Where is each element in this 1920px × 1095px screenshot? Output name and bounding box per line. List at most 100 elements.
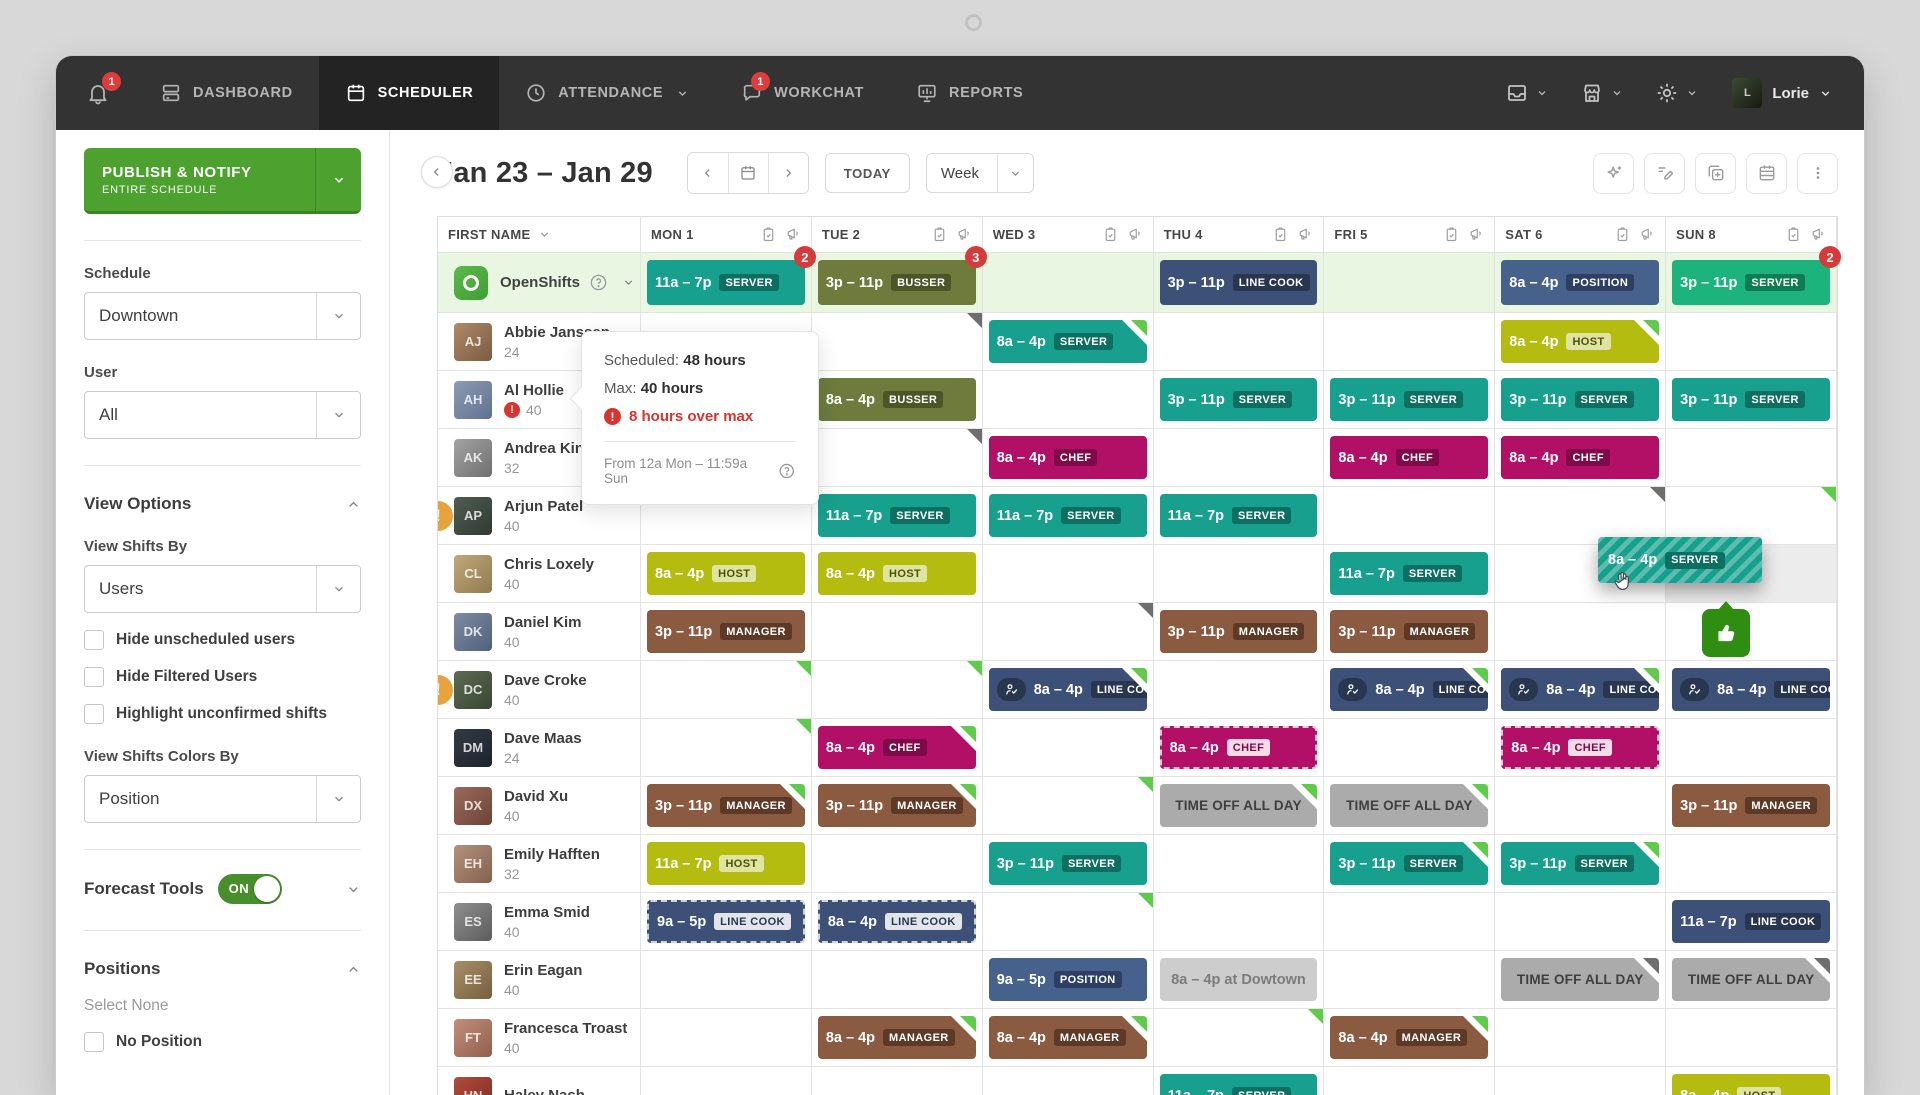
- highlight-unconfirmed-checkbox[interactable]: Highlight unconfirmed shifts: [84, 704, 361, 724]
- day-cell[interactable]: 11a – 7p SERVER 2: [641, 246, 816, 313]
- day-cell[interactable]: [1495, 893, 1667, 951]
- day-cell[interactable]: 8a – 4p LINE COOK: [811, 893, 983, 951]
- timeoff-block[interactable]: TIME OFF ALL DAY: [1159, 784, 1318, 827]
- employee-name-cell[interactable]: HN Haley Nash: [438, 1067, 641, 1095]
- timeoff-block[interactable]: TIME OFF ALL DAY: [1501, 958, 1660, 1001]
- help-icon[interactable]: [589, 273, 608, 292]
- shift-block[interactable]: 8a – 4p BUSSER: [817, 378, 976, 421]
- day-cell[interactable]: [982, 253, 1154, 313]
- day-cell[interactable]: 8a – 4p BUSSER: [811, 371, 983, 429]
- day-cell[interactable]: 8a – 4p CHEF: [1495, 719, 1667, 777]
- shift-block[interactable]: 3p – 11p LINE COOK: [1159, 260, 1318, 305]
- shift-block[interactable]: 11a – 7p SERVER: [1330, 552, 1489, 595]
- day-cell[interactable]: [811, 313, 983, 371]
- day-cell[interactable]: 11a – 7p SERVER: [1324, 545, 1496, 603]
- edit-shifts-button[interactable]: [1644, 152, 1685, 194]
- shift-block[interactable]: 3p – 11p SERVER: [1672, 260, 1830, 305]
- employee-name-cell[interactable]: DK Daniel Kim 40: [438, 603, 641, 661]
- shift-block[interactable]: 9a – 5p POSITION: [988, 958, 1147, 1001]
- day-cell[interactable]: [641, 1067, 812, 1095]
- day-cell[interactable]: 8a – 4p MANAGER: [811, 1009, 983, 1067]
- day-header[interactable]: TUE 2: [811, 217, 983, 253]
- day-cell[interactable]: 11a – 7p HOST: [641, 835, 812, 893]
- day-cell[interactable]: [982, 371, 1154, 429]
- day-cell[interactable]: 8a – 4p HOST: [811, 545, 983, 603]
- day-cell[interactable]: 8a – 4p POSITION: [1495, 253, 1667, 313]
- clipboard-check-icon[interactable]: [1614, 226, 1631, 243]
- day-cell[interactable]: 3p – 11p SERVER: [1495, 371, 1667, 429]
- employee-name-cell[interactable]: !DC Dave Croke 40: [438, 661, 641, 719]
- shift-block[interactable]: 9a – 5p LINE COOK: [647, 900, 805, 943]
- shift-block[interactable]: 3p – 11p SERVER: [1501, 378, 1660, 421]
- chevron-down-icon[interactable]: [622, 276, 635, 289]
- positions-header[interactable]: Positions: [84, 959, 361, 979]
- day-cell[interactable]: [1324, 1067, 1496, 1095]
- employee-name-cell[interactable]: EE Erin Eagan 40: [438, 951, 641, 1009]
- day-cell[interactable]: 8a – 4p at Dowtown: [1153, 951, 1325, 1009]
- locations-menu[interactable]: [1568, 56, 1635, 130]
- prev-week-button[interactable]: [688, 153, 728, 193]
- day-cell[interactable]: 3p – 11p MANAGER: [641, 603, 812, 661]
- day-cell[interactable]: 11a – 7p LINE COOK: [1666, 893, 1837, 951]
- clipboard-check-icon[interactable]: [1785, 226, 1802, 243]
- shift-block[interactable]: 3p – 11p SERVER: [1501, 842, 1660, 885]
- day-header[interactable]: WED 3: [982, 217, 1154, 253]
- shift-block[interactable]: 11a – 7p HOST: [647, 842, 805, 885]
- day-cell[interactable]: [1666, 719, 1837, 777]
- view-shifts-by-select[interactable]: Users: [84, 565, 361, 613]
- dragged-shift[interactable]: 8a – 4p SERVER: [1598, 537, 1762, 583]
- employee-name-cell[interactable]: ES Emma Smid 40: [438, 893, 641, 951]
- day-cell[interactable]: TIME OFF ALL DAY: [1153, 777, 1325, 835]
- shift-block[interactable]: 8a – 4p HOST: [817, 552, 976, 595]
- megaphone-icon[interactable]: [955, 226, 972, 243]
- hide-unscheduled-checkbox[interactable]: Hide unscheduled users: [84, 630, 361, 650]
- day-cell[interactable]: 8a – 4p CHEF: [811, 719, 983, 777]
- employee-name-cell[interactable]: !AP Arjun Patel 40: [438, 487, 641, 545]
- megaphone-icon[interactable]: [1126, 226, 1143, 243]
- forecast-tools-toggle[interactable]: ON: [217, 874, 282, 904]
- day-cell[interactable]: [641, 1009, 812, 1067]
- clipboard-check-icon[interactable]: [1102, 226, 1119, 243]
- nav-dashboard[interactable]: DASHBOARD: [134, 56, 319, 130]
- help-icon[interactable]: [778, 462, 796, 480]
- day-cell[interactable]: 3p – 11p MANAGER: [641, 777, 812, 835]
- megaphone-icon[interactable]: [1638, 226, 1655, 243]
- day-cell[interactable]: 3p – 11p SERVER: [1153, 371, 1325, 429]
- shift-block[interactable]: 8a – 4p CHEF: [1501, 726, 1660, 769]
- nav-scheduler[interactable]: SCHEDULER: [318, 56, 500, 130]
- day-cell[interactable]: 3p – 11p SERVER: [1666, 371, 1837, 429]
- clipboard-check-icon[interactable]: [1443, 226, 1460, 243]
- shift-block[interactable]: 11a – 7p SERVER: [817, 494, 976, 537]
- day-cell[interactable]: 3p – 11p SERVER: [1324, 835, 1496, 893]
- schedule-select[interactable]: Downtown: [84, 292, 361, 340]
- day-cell[interactable]: 3p – 11p BUSSER 3: [811, 246, 987, 313]
- day-header[interactable]: SUN 8: [1666, 217, 1837, 253]
- shift-block[interactable]: 8a – 4p CHEF: [1501, 436, 1660, 479]
- user-filter-select[interactable]: All: [84, 391, 361, 439]
- sidebar-collapse-button[interactable]: [421, 156, 453, 188]
- shift-block[interactable]: 3p – 11p SERVER: [1159, 378, 1318, 421]
- day-cell[interactable]: [1666, 835, 1837, 893]
- day-cell[interactable]: 9a – 5p POSITION: [982, 951, 1154, 1009]
- employee-name-cell[interactable]: FT Francesca Troast 40: [438, 1009, 641, 1067]
- day-cell[interactable]: [1495, 1067, 1667, 1095]
- shift-block[interactable]: 11a – 7p SERVER: [647, 260, 805, 305]
- day-cell[interactable]: 8a – 4p CHEF: [1153, 719, 1325, 777]
- day-header[interactable]: THU 4: [1153, 217, 1325, 253]
- day-cell[interactable]: [1324, 719, 1496, 777]
- colors-by-select[interactable]: Position: [84, 775, 361, 823]
- day-cell[interactable]: 3p – 11p MANAGER: [1666, 777, 1837, 835]
- day-cell[interactable]: 8a – 4p MANAGER: [1324, 1009, 1496, 1067]
- day-cell[interactable]: 8a – 4p LINE COOK: [1666, 661, 1837, 719]
- timeoff-block[interactable]: TIME OFF ALL DAY: [1672, 958, 1830, 1001]
- timeoff-block[interactable]: TIME OFF ALL DAY: [1330, 784, 1489, 827]
- chevron-down-icon[interactable]: [346, 882, 361, 897]
- employee-name-cell[interactable]: DM Dave Maas 24: [438, 719, 641, 777]
- day-cell[interactable]: [1666, 313, 1837, 371]
- shift-block[interactable]: 3p – 11p MANAGER: [1330, 610, 1489, 653]
- settings-menu[interactable]: [1643, 56, 1710, 130]
- day-cell[interactable]: 11a – 7p SERVER: [1153, 487, 1325, 545]
- shift-block[interactable]: 8a – 4p CHEF: [988, 436, 1147, 479]
- day-cell[interactable]: 3p – 11p MANAGER: [811, 777, 983, 835]
- day-cell[interactable]: [982, 1067, 1154, 1095]
